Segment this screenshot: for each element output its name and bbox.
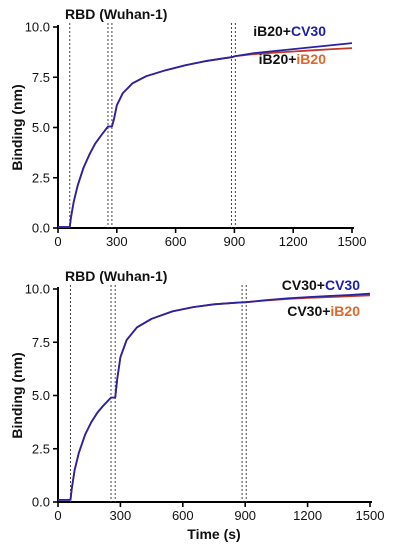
series-line — [58, 292, 371, 501]
legend-suffix: iB20 — [296, 51, 326, 67]
x-tick-label: 600 — [165, 234, 187, 249]
y-tick-label: 0.0 — [32, 221, 50, 236]
x-tick-label: 1500 — [356, 508, 385, 523]
y-axis-label: Binding (nm) — [9, 84, 25, 170]
y-tick-label: 10.0 — [25, 20, 50, 35]
x-tick-label: 900 — [234, 508, 256, 523]
chart-title: RBD (Wuhan-1) — [65, 6, 167, 22]
y-tick-label: 5.0 — [32, 388, 50, 403]
legend-entry: iB20+CV30 — [253, 23, 326, 39]
legend-prefix: iB20+ — [253, 23, 291, 39]
x-tick-label: 0 — [54, 508, 61, 523]
y-axis-label: Binding (nm) — [9, 352, 25, 438]
y-tick-label: 7.5 — [32, 335, 50, 350]
chart-panel-1: 0.0 2.5 5.0 7.5 10.0 0 300 600 900 1200 1500 Bindin… — [9, 6, 366, 249]
legend-suffix: iB20 — [330, 303, 360, 319]
x-tick-label: 1200 — [293, 508, 322, 523]
x-tick-label: 1500 — [338, 234, 367, 249]
x-tick-label: 0 — [54, 234, 61, 249]
legend-prefix: iB20+ — [259, 51, 297, 67]
series-line — [58, 42, 353, 228]
y-tick-label: 2.5 — [32, 170, 50, 185]
legend-prefix: CV30+ — [287, 303, 330, 319]
x-axis-label: Time (s) — [187, 526, 240, 542]
y-tick-label: 7.5 — [32, 70, 50, 85]
series-line — [58, 294, 371, 501]
x-tick-label: 600 — [172, 508, 194, 523]
y-tick-label: 5.0 — [32, 120, 50, 135]
legend-suffix: CV30 — [291, 23, 326, 39]
y-tick-label: 2.5 — [32, 441, 50, 456]
x-tick-label: 300 — [106, 234, 128, 249]
legend-entry: CV30+iB20 — [287, 303, 360, 319]
series-line — [58, 47, 353, 228]
legend-entry: iB20+iB20 — [259, 51, 327, 67]
y-tick-label: 0.0 — [32, 495, 50, 510]
chart-panel-2: 0.0 2.5 5.0 7.5 10.0 0 300 600 900 1200 1500 Bindin… — [9, 268, 384, 542]
x-tick-label: 900 — [224, 234, 246, 249]
x-tick-label: 300 — [110, 508, 132, 523]
x-tick-label: 1200 — [279, 234, 308, 249]
chart-title: RBD (Wuhan-1) — [65, 268, 167, 284]
legend-prefix: CV30+ — [282, 277, 325, 293]
y-tick-label: 10.0 — [25, 282, 50, 297]
legend-entry: CV30+CV30 — [282, 277, 360, 293]
legend-suffix: CV30 — [325, 277, 360, 293]
